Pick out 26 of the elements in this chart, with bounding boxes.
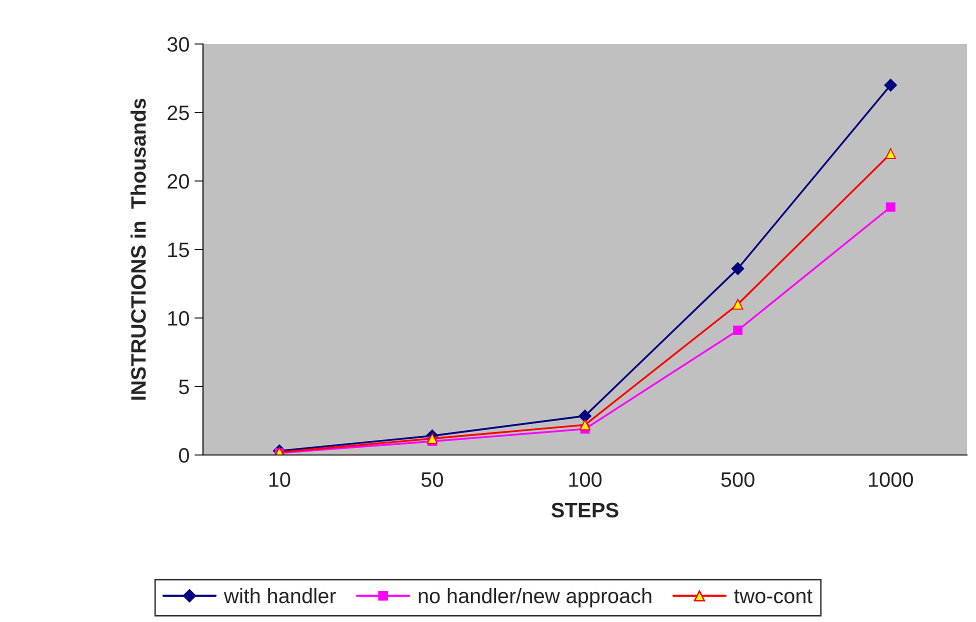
point: [733, 326, 742, 336]
point: [886, 202, 896, 212]
legend-label: no handler/new approach: [418, 588, 652, 608]
y-tick-label: 10: [168, 311, 189, 326]
point: [884, 78, 898, 92]
legend-label: two-cont: [734, 590, 812, 604]
y-tick-label: 20: [168, 174, 189, 189]
x-tick-label: 100: [569, 472, 602, 487]
y-axis-title: INSTRUCTIONS in Thousands: [130, 98, 146, 400]
point: [732, 298, 744, 310]
point: [426, 433, 438, 444]
legend-label: with handler: [224, 588, 336, 604]
x-tick-label: 500: [721, 472, 754, 487]
point: [885, 148, 896, 159]
y-tick-label: 15: [168, 242, 189, 258]
y-tick-label: 0: [179, 448, 189, 463]
x-tick-label: 50: [421, 472, 443, 487]
y-tick-label: 25: [168, 106, 189, 120]
x-axis-title: STEPS: [551, 502, 618, 518]
x-tick-label: 10: [269, 472, 290, 487]
point: [580, 419, 590, 430]
y-tick-label: 30: [167, 37, 189, 52]
y-tick-label: 5: [179, 380, 189, 394]
point: [578, 410, 592, 422]
point: [731, 262, 744, 276]
x-tick-label: 1000: [869, 472, 913, 487]
